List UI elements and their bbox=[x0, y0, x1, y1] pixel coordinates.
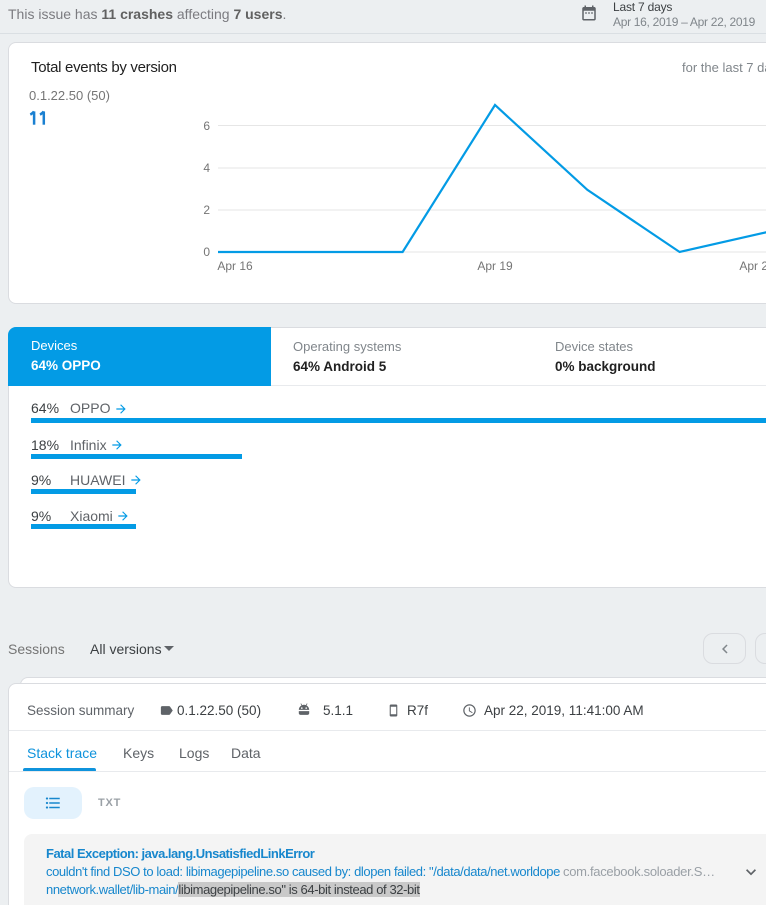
svg-text:6: 6 bbox=[203, 119, 210, 133]
svg-text:Apr 22: Apr 22 bbox=[739, 259, 766, 273]
svg-text:2: 2 bbox=[203, 203, 210, 217]
svg-text:Apr 16: Apr 16 bbox=[217, 259, 253, 273]
svg-text:0: 0 bbox=[203, 245, 210, 259]
svg-text:Apr 19: Apr 19 bbox=[477, 259, 513, 273]
svg-text:4: 4 bbox=[203, 161, 210, 175]
